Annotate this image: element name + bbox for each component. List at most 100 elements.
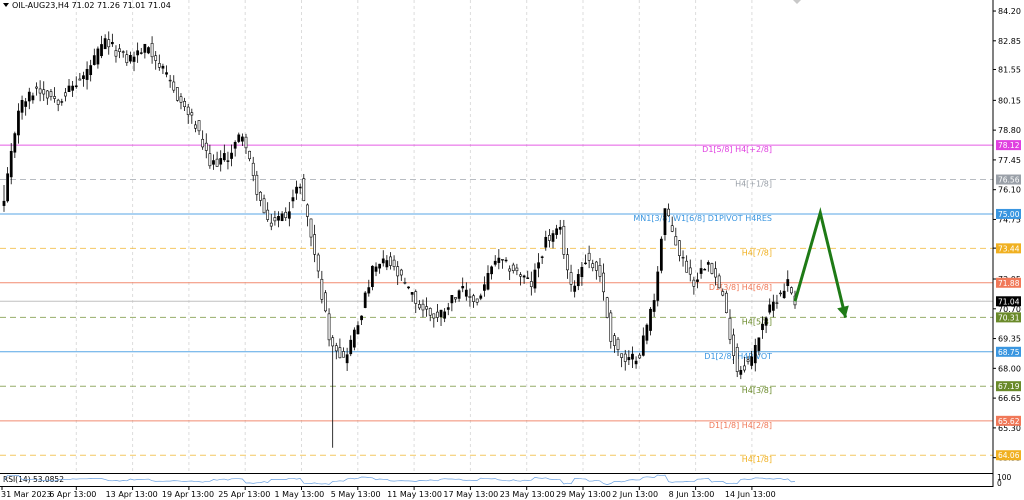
candle [508, 265, 512, 280]
candlestick-series [2, 31, 797, 448]
candle [461, 277, 465, 293]
candle [212, 154, 215, 170]
candle [555, 224, 558, 239]
candle [291, 189, 295, 209]
candle [215, 151, 219, 167]
candle [157, 54, 161, 71]
level-price-tag [996, 243, 1021, 254]
candle [432, 313, 436, 328]
level-price-tag [996, 277, 1021, 288]
level-price-tag-text: 70.31 [998, 313, 1020, 322]
level-label: D1[3/8] H4[6/8] [709, 283, 772, 292]
level-price-tag [996, 174, 1021, 185]
candle [425, 297, 428, 317]
candle [775, 294, 779, 309]
candle [165, 65, 168, 78]
candle [786, 270, 790, 292]
candle [6, 167, 9, 203]
candle [526, 270, 530, 279]
candle [233, 140, 237, 157]
candle [403, 277, 407, 285]
candle [652, 293, 656, 317]
candle [613, 332, 616, 353]
candle [342, 347, 345, 358]
candle [110, 33, 114, 47]
candle [147, 46, 150, 55]
x-tick-label: 1 May 13:00 [275, 490, 325, 499]
candle [641, 327, 645, 357]
candle [688, 259, 692, 282]
rsi-tick-100: 100 [997, 473, 1012, 482]
scroll-marker-icon[interactable] [793, 0, 801, 4]
candle [371, 265, 374, 291]
candle [298, 183, 302, 195]
candle [743, 356, 746, 373]
candle [313, 224, 316, 263]
candle [175, 87, 179, 102]
candle [237, 132, 241, 144]
candle [295, 180, 298, 200]
candle [490, 265, 493, 280]
candle [681, 250, 685, 267]
candle [24, 97, 28, 116]
candle [739, 365, 743, 380]
candle [656, 266, 660, 307]
candle [67, 79, 71, 93]
y-tick-label: 69.35 [998, 335, 1021, 344]
level-price-tag [996, 346, 1021, 357]
candle [417, 300, 421, 310]
candle [631, 346, 634, 368]
candle [381, 250, 385, 267]
level-price-tag-text: 65.62 [998, 417, 1020, 426]
level-price-tag-text: 68.75 [998, 348, 1020, 357]
candle [154, 51, 158, 70]
candle [486, 265, 490, 291]
candle [201, 130, 205, 150]
candle [399, 268, 403, 281]
candle [717, 273, 721, 289]
candle [576, 269, 580, 291]
candle [659, 236, 663, 274]
candle [324, 290, 327, 313]
level-price-tag [996, 450, 1021, 461]
candle [378, 263, 382, 274]
candle [78, 72, 82, 81]
candle [331, 335, 335, 448]
rsi-tick-0: 0 [997, 479, 1002, 488]
candle [645, 323, 649, 345]
murrey-levels: D1[5/8] H4[+2/8] H4[+1/8] MN1[3/8] W1[6/8]… [0, 144, 993, 464]
candle [96, 46, 100, 69]
candle [17, 103, 20, 144]
candle [89, 59, 93, 82]
candle [222, 144, 226, 162]
candle [345, 347, 349, 371]
candle [280, 211, 284, 222]
candle [259, 191, 262, 207]
candle [309, 218, 313, 247]
candle [71, 80, 75, 97]
candle [20, 95, 24, 120]
x-tick-label: 6 Apr 13:00 [49, 490, 96, 499]
candle [699, 259, 703, 279]
candle [204, 133, 208, 159]
x-tick-label: 19 Apr 13:00 [162, 490, 214, 499]
candle [60, 98, 64, 106]
candle [132, 51, 136, 72]
candle [663, 208, 667, 241]
level-price-tag [996, 140, 1021, 151]
candle [125, 50, 129, 66]
candle [504, 257, 508, 263]
symbol-dropdown-icon[interactable] [3, 3, 9, 7]
candle [551, 230, 555, 249]
candle [450, 295, 454, 312]
level-label: H4[1/8] [742, 455, 772, 464]
candle [602, 263, 605, 301]
candle [446, 302, 450, 316]
y-tick-label: 76.10 [998, 186, 1021, 195]
candle [782, 283, 786, 299]
candle [519, 272, 522, 286]
candle [284, 207, 288, 221]
candle [670, 216, 674, 233]
candle [338, 338, 342, 359]
